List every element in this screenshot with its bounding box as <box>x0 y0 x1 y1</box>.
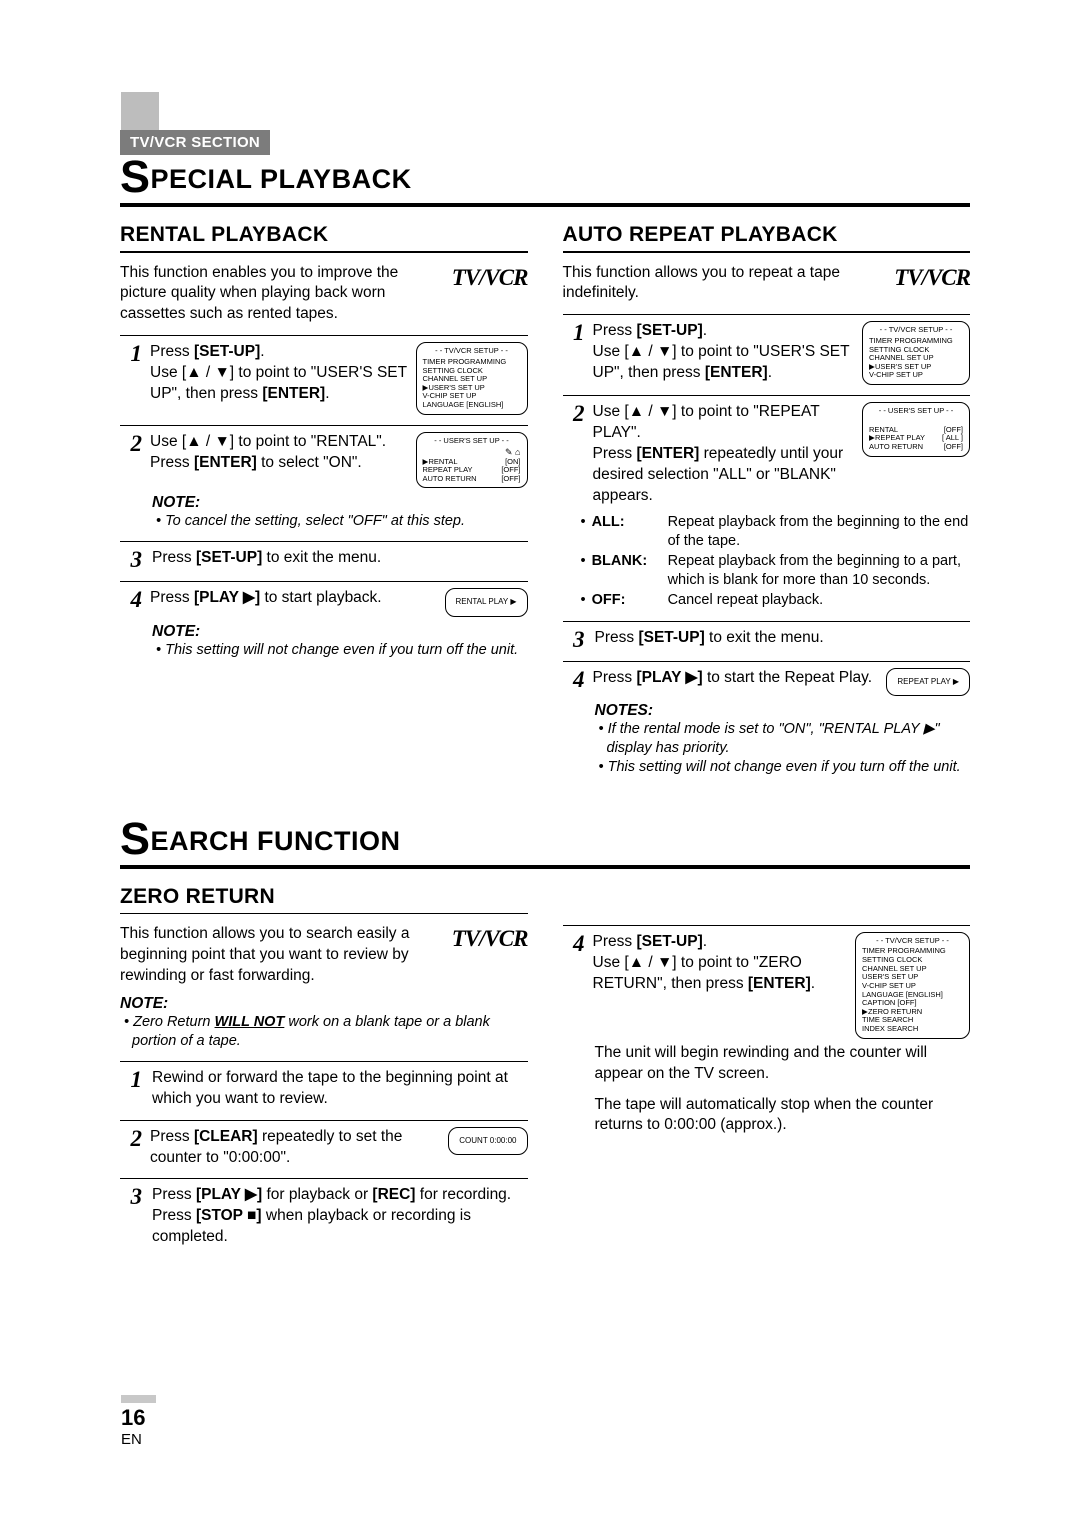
auto-step1: Press [SET-UP]. Use [▲ / ▼] to point to … <box>593 321 855 384</box>
zero-post1: The unit will begin rewinding and the co… <box>563 1043 971 1085</box>
up-icon: ▲ <box>629 343 644 360</box>
up-icon: ▲ <box>629 954 644 971</box>
note-text: Zero Return WILL NOT work on a blank tap… <box>120 1013 528 1051</box>
zero-step4: Press [SET-UP]. Use [▲ / ▼] to point to … <box>593 932 848 995</box>
step-number: 3 <box>120 1185 142 1208</box>
step-number: 4 <box>563 932 585 955</box>
down-icon: ▼ <box>657 403 672 420</box>
step-number: 2 <box>563 402 585 425</box>
notes-heading: NOTES: <box>595 702 971 720</box>
step-number: 3 <box>120 548 142 571</box>
zero-step1: Rewind or forward the tape to the beginn… <box>152 1068 528 1110</box>
note-heading: NOTE: <box>152 623 528 641</box>
thick-rule <box>120 203 970 207</box>
rental-intro: This function enables you to improve the… <box>120 263 442 326</box>
step-number: 2 <box>120 1127 142 1150</box>
up-icon: ▲ <box>629 403 644 420</box>
rental-heading: RENTAL PLAYBACK <box>120 223 528 247</box>
zero-step2: Press [CLEAR] repeatedly to set the coun… <box>150 1127 440 1169</box>
tvvcr-logo: TV/VCR <box>452 924 528 952</box>
step-number: 2 <box>120 432 142 455</box>
up-icon: ▲ <box>186 364 201 381</box>
tvvcr-logo: TV/VCR <box>452 263 528 291</box>
rental-step3: Press [SET-UP] to exit the menu. <box>152 548 528 569</box>
repeat-play-box: REPEAT PLAY ▶ <box>886 668 970 697</box>
rental-play-box: RENTAL PLAY ▶ <box>445 588 528 617</box>
users-setup-diagram: - - USER'S SET UP - - RENTAL[OFF] ▶REPEA… <box>862 402 970 457</box>
setup-menu-diagram: - - TV/VCR SETUP - - TIMER PROGRAMMING S… <box>855 932 970 1039</box>
note-heading: NOTE: <box>152 494 528 512</box>
auto-column: AUTO REPEAT PLAYBACK This function allow… <box>563 223 971 777</box>
count-box: COUNT 0:00:00 <box>448 1127 527 1156</box>
zero-heading: ZERO RETURN <box>120 885 528 909</box>
zero-return-right: 4 Press [SET-UP]. Use [▲ / ▼] to point t… <box>563 885 971 1248</box>
note-text: This setting will not change even if you… <box>595 758 971 777</box>
page-number: 16 <box>121 1405 185 1431</box>
zero-post2: The tape will automatically stop when th… <box>563 1095 971 1137</box>
note-text: To cancel the setting, select "OFF" at t… <box>152 512 528 531</box>
page-footer: 16 EN <box>121 1395 185 1448</box>
auto-step3: Press [SET-UP] to exit the menu. <box>595 628 971 649</box>
setup-menu-diagram: - - TV/VCR SETUP - - TIMER PROGRAMMING S… <box>862 321 970 385</box>
note-heading: NOTE: <box>120 995 528 1013</box>
note-text: If the rental mode is set to "ON", "RENT… <box>595 720 971 758</box>
step-number: 1 <box>120 1068 142 1091</box>
auto-intro: This function allows you to repeat a tap… <box>563 263 885 305</box>
page-content: TV/VCR SECTION SPECIAL PLAYBACK RENTAL P… <box>0 0 1080 1248</box>
setup-menu-diagram: - - TV/VCR SETUP - - TIMER PROGRAMMING S… <box>416 342 528 414</box>
step-number: 3 <box>563 628 585 651</box>
down-icon: ▼ <box>657 343 672 360</box>
zero-return-left: ZERO RETURN This function allows you to … <box>120 885 528 1248</box>
page-title-2: SEARCH FUNCTION <box>120 821 970 857</box>
up-icon: ▲ <box>186 433 201 450</box>
step-number: 4 <box>120 588 142 611</box>
play-icon: ▶ <box>245 1186 257 1203</box>
zero-step3: Press [PLAY ▶] for playback or [REC] for… <box>152 1185 528 1248</box>
page-lang: EN <box>121 1431 185 1448</box>
play-icon: ▶ <box>243 589 255 606</box>
footer-bar <box>121 1395 185 1403</box>
rental-step1: Press [SET-UP]. Use [▲ / ▼] to point to … <box>150 342 408 405</box>
auto-heading: AUTO REPEAT PLAYBACK <box>563 223 971 247</box>
rental-step4: Press [PLAY ▶] to start playback. <box>150 588 437 609</box>
zero-intro: This function allows you to search easil… <box>120 924 442 987</box>
auto-step4: Press [PLAY ▶] to start the Repeat Play. <box>593 668 879 689</box>
rental-column: RENTAL PLAYBACK This function enables yo… <box>120 223 528 777</box>
auto-bullets: •ALL:Repeat playback from the beginning … <box>563 513 971 611</box>
play-icon: ▶ <box>686 669 698 686</box>
down-icon: ▼ <box>214 433 229 450</box>
rental-step2: Use [▲ / ▼] to point to "RENTAL". Press … <box>150 432 408 474</box>
down-icon: ▼ <box>214 364 229 381</box>
step-number: 1 <box>120 342 142 365</box>
thick-rule <box>120 865 970 869</box>
step-number: 4 <box>563 668 585 691</box>
tvvcr-logo: TV/VCR <box>894 263 970 291</box>
down-icon: ▼ <box>657 954 672 971</box>
users-setup-diagram: - - USER'S SET UP - - ✎ ⌂ ▶RENTAL[ON] RE… <box>416 432 528 489</box>
note-text: This setting will not change even if you… <box>152 641 528 660</box>
step-number: 1 <box>563 321 585 344</box>
page-title-1: SPECIAL PLAYBACK <box>120 159 970 195</box>
auto-step2: Use [▲ / ▼] to point to "REPEAT PLAY". P… <box>593 402 855 507</box>
